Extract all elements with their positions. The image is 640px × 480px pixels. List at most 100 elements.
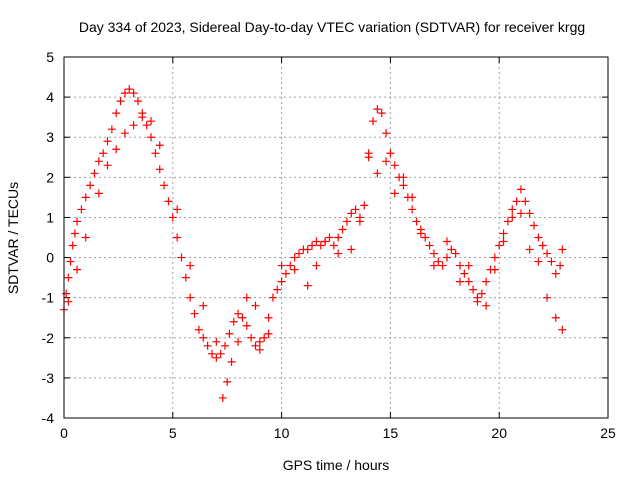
data-point bbox=[525, 245, 534, 254]
data-point bbox=[238, 313, 247, 322]
data-point bbox=[325, 233, 334, 242]
data-point bbox=[347, 245, 356, 254]
data-point bbox=[442, 253, 451, 262]
data-point bbox=[477, 289, 486, 298]
data-point bbox=[90, 169, 99, 178]
data-point bbox=[490, 253, 499, 262]
data-point bbox=[160, 181, 169, 190]
data-point bbox=[429, 249, 438, 258]
data-point bbox=[255, 345, 264, 354]
data-point bbox=[373, 105, 382, 114]
data-point bbox=[525, 209, 534, 218]
data-point bbox=[120, 129, 129, 138]
data-point bbox=[251, 301, 260, 310]
data-point bbox=[103, 161, 112, 170]
data-point bbox=[516, 185, 525, 194]
data-point bbox=[73, 217, 82, 226]
data-point bbox=[81, 193, 90, 202]
y-tick-label: -1 bbox=[42, 290, 55, 306]
data-point bbox=[355, 217, 364, 226]
data-point bbox=[203, 341, 212, 350]
data-point bbox=[399, 173, 408, 182]
data-point bbox=[212, 353, 221, 362]
data-point bbox=[138, 113, 147, 122]
data-point bbox=[464, 277, 473, 286]
x-axis-label: GPS time / hours bbox=[283, 457, 390, 473]
x-tick-label: 0 bbox=[60, 425, 68, 441]
data-point bbox=[147, 133, 156, 142]
data-point bbox=[312, 261, 321, 270]
data-point bbox=[351, 205, 360, 214]
y-axis-label: SDTVAR / TECUs bbox=[5, 182, 21, 294]
data-point bbox=[538, 241, 547, 250]
data-points bbox=[60, 85, 567, 402]
data-point bbox=[312, 237, 321, 246]
data-point bbox=[151, 149, 160, 158]
data-point bbox=[368, 117, 377, 126]
data-point bbox=[469, 285, 478, 294]
data-point bbox=[94, 189, 103, 198]
data-point bbox=[81, 233, 90, 242]
data-point bbox=[408, 205, 417, 214]
data-point bbox=[260, 333, 269, 342]
data-point bbox=[551, 269, 560, 278]
data-point bbox=[64, 273, 73, 282]
data-point bbox=[316, 241, 325, 250]
data-point bbox=[218, 393, 227, 402]
data-point bbox=[168, 213, 177, 222]
data-point bbox=[190, 309, 199, 318]
data-point bbox=[425, 241, 434, 250]
data-point bbox=[329, 241, 338, 250]
y-tick-label: 4 bbox=[46, 89, 54, 105]
data-point bbox=[277, 277, 286, 286]
data-point bbox=[321, 237, 330, 246]
data-point bbox=[125, 85, 134, 94]
data-point bbox=[164, 197, 173, 206]
data-point bbox=[521, 197, 530, 206]
data-point bbox=[247, 333, 256, 342]
data-point bbox=[242, 293, 251, 302]
data-point bbox=[77, 205, 86, 214]
data-point bbox=[499, 229, 508, 238]
data-point bbox=[473, 297, 482, 306]
data-point bbox=[382, 129, 391, 138]
data-point bbox=[173, 205, 182, 214]
data-point bbox=[229, 317, 238, 326]
data-point bbox=[73, 265, 82, 274]
data-point bbox=[129, 121, 138, 130]
grid-lines bbox=[64, 57, 608, 418]
x-tick-label: 5 bbox=[169, 425, 177, 441]
data-point bbox=[308, 241, 317, 250]
y-tick-label: 0 bbox=[46, 250, 54, 266]
data-point bbox=[303, 245, 312, 254]
data-point bbox=[155, 141, 164, 150]
data-point bbox=[416, 229, 425, 238]
data-point bbox=[173, 233, 182, 242]
y-tick-label: 3 bbox=[46, 129, 54, 145]
data-point bbox=[447, 245, 456, 254]
data-point bbox=[347, 209, 356, 218]
data-point bbox=[234, 337, 243, 346]
data-point bbox=[116, 97, 125, 106]
data-point bbox=[290, 265, 299, 274]
data-point bbox=[530, 221, 539, 230]
data-point bbox=[451, 249, 460, 258]
y-tick-label: 5 bbox=[46, 49, 54, 65]
series-SDTVAR-scatter bbox=[64, 113, 567, 402]
data-point bbox=[129, 89, 138, 98]
data-point bbox=[412, 217, 421, 226]
data-point bbox=[508, 213, 517, 222]
y-tick-label: -3 bbox=[42, 370, 55, 386]
data-point bbox=[495, 241, 504, 250]
data-point bbox=[482, 301, 491, 310]
data-point bbox=[334, 249, 343, 258]
y-tick-label: 1 bbox=[46, 209, 54, 225]
data-point bbox=[338, 225, 347, 234]
y-tick-label: -2 bbox=[42, 330, 55, 346]
data-point bbox=[223, 377, 232, 386]
data-point bbox=[334, 233, 343, 242]
data-point bbox=[66, 257, 75, 266]
data-point bbox=[499, 237, 508, 246]
data-point bbox=[133, 97, 142, 106]
